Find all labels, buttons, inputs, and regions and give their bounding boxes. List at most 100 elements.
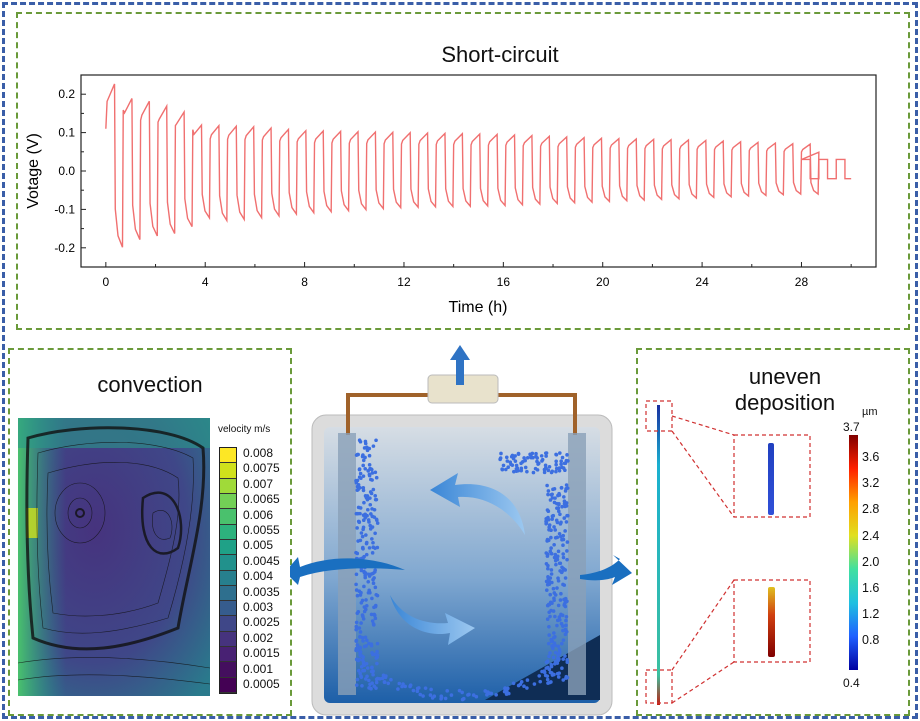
thickness-tick-label: 3.6 bbox=[862, 450, 880, 464]
particle bbox=[489, 691, 494, 696]
particle bbox=[483, 689, 488, 693]
particle bbox=[374, 438, 378, 443]
velocity-field-plot bbox=[18, 418, 210, 696]
particle bbox=[364, 533, 368, 537]
particle bbox=[375, 653, 380, 657]
particle bbox=[565, 658, 569, 662]
particle bbox=[461, 696, 466, 701]
particle bbox=[364, 598, 368, 602]
particle bbox=[550, 580, 554, 585]
particle bbox=[354, 572, 359, 577]
particle bbox=[538, 679, 543, 684]
particle bbox=[548, 592, 553, 597]
thickness-tick-label: 2.8 bbox=[862, 502, 880, 517]
particle bbox=[554, 459, 558, 464]
particle bbox=[361, 474, 366, 478]
particle bbox=[354, 624, 359, 629]
particle bbox=[560, 569, 564, 574]
particle bbox=[561, 638, 566, 642]
flow-arrow-icon bbox=[430, 473, 525, 535]
velocity-tick-label: 0.008 bbox=[243, 446, 274, 460]
particle bbox=[555, 520, 560, 525]
particle bbox=[363, 571, 368, 575]
electrolyte bbox=[324, 427, 600, 703]
particle bbox=[560, 666, 564, 670]
particle bbox=[355, 526, 359, 530]
right-electrode bbox=[568, 433, 586, 695]
particle bbox=[356, 452, 360, 457]
short-circuit-panel bbox=[16, 12, 910, 330]
particle bbox=[371, 571, 375, 576]
particle bbox=[560, 613, 565, 618]
particle bbox=[374, 517, 379, 522]
particle bbox=[561, 624, 565, 628]
particle bbox=[365, 638, 369, 643]
particle bbox=[565, 513, 569, 518]
velocity-tick-label: 0.003 bbox=[243, 600, 274, 615]
particle bbox=[511, 456, 516, 461]
particle bbox=[553, 593, 558, 597]
particle bbox=[550, 517, 554, 521]
particle bbox=[525, 455, 530, 460]
particle bbox=[523, 458, 527, 463]
particle bbox=[367, 546, 372, 550]
particle bbox=[555, 623, 559, 628]
particle bbox=[418, 692, 423, 697]
particle bbox=[552, 596, 556, 601]
thickness-tick-label: 3.2 bbox=[862, 476, 880, 491]
y-tick-label: -0.1 bbox=[54, 202, 75, 216]
colorbar-swatch bbox=[220, 539, 236, 556]
colorbar-swatch bbox=[220, 555, 236, 571]
particle bbox=[553, 528, 558, 532]
particle bbox=[371, 444, 376, 448]
particle bbox=[523, 465, 528, 470]
particle bbox=[423, 686, 428, 690]
particle bbox=[375, 649, 379, 654]
particle bbox=[514, 463, 519, 468]
uneven-deposition-panel bbox=[636, 348, 910, 716]
particle bbox=[545, 617, 550, 621]
particle bbox=[360, 658, 365, 662]
particle bbox=[371, 581, 376, 586]
particle bbox=[373, 497, 378, 502]
particle bbox=[374, 680, 379, 685]
particle bbox=[366, 572, 371, 577]
particle bbox=[511, 681, 516, 686]
particle bbox=[564, 483, 569, 487]
particle bbox=[500, 467, 504, 472]
particle bbox=[551, 586, 556, 591]
particle bbox=[555, 557, 560, 562]
particle bbox=[547, 464, 552, 469]
particle bbox=[499, 451, 503, 456]
deposition-title: uneven deposition bbox=[690, 364, 880, 416]
particle bbox=[359, 601, 364, 605]
particle bbox=[546, 517, 551, 522]
particle bbox=[372, 613, 377, 618]
particle bbox=[372, 576, 376, 580]
particle bbox=[373, 470, 378, 475]
particle bbox=[372, 507, 377, 512]
particle bbox=[354, 620, 359, 625]
particle bbox=[558, 534, 563, 539]
particle bbox=[552, 631, 556, 635]
y-axis-label: Votage (V) bbox=[25, 133, 42, 209]
thickness-tick-label: 1.6 bbox=[862, 581, 880, 596]
particle bbox=[397, 681, 402, 686]
particle bbox=[544, 588, 549, 592]
particle bbox=[555, 535, 560, 540]
particle bbox=[565, 486, 570, 490]
particle bbox=[364, 552, 369, 557]
particle bbox=[562, 516, 567, 520]
particle bbox=[363, 635, 368, 640]
particle bbox=[382, 680, 387, 685]
particle bbox=[550, 514, 555, 518]
thickness-unit: µm bbox=[862, 406, 878, 418]
particle bbox=[545, 677, 550, 682]
particle bbox=[561, 543, 565, 548]
particle bbox=[359, 531, 364, 535]
velocity-colorbar-label: velocity m/s bbox=[218, 424, 271, 435]
particle bbox=[355, 593, 360, 598]
particle bbox=[374, 475, 379, 480]
particle bbox=[549, 546, 553, 550]
electrode-rod bbox=[657, 405, 660, 705]
